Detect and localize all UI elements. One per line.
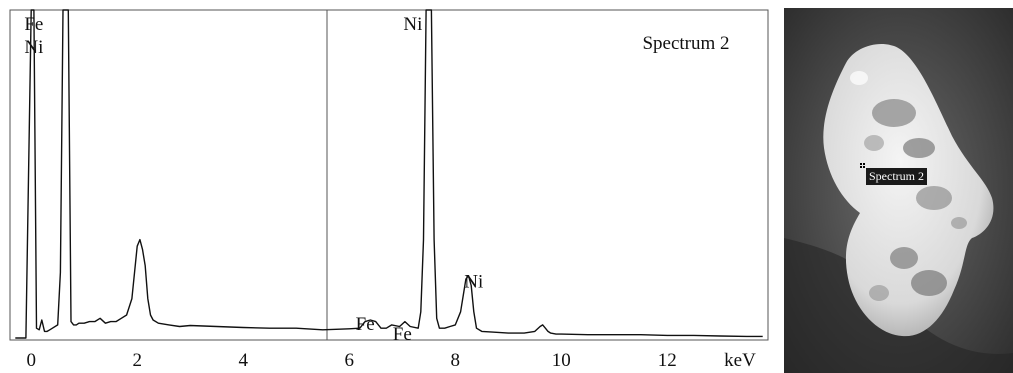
peak-label: Fe (24, 14, 43, 35)
x-tick-label: 12 (658, 350, 677, 371)
peak-label: Fe (393, 324, 412, 345)
x-tick-label: 6 (344, 350, 354, 371)
spectrum-line (15, 9, 763, 339)
x-axis-ticks: 0 2 4 6 8 10 12 (26, 350, 676, 371)
x-tick-label: 10 (552, 350, 571, 371)
peak-label: Ni (464, 271, 483, 292)
peak-label: Fe (356, 314, 375, 335)
x-tick-label: 2 (132, 350, 142, 371)
x-tick-label: 4 (238, 350, 248, 371)
x-tick-label: 0 (26, 350, 36, 371)
peak-label: Ni (24, 37, 43, 58)
sem-micrograph: Spectrum 2 (784, 8, 1013, 373)
spectrum-marker-icon (860, 163, 866, 169)
x-tick-label: 8 (451, 350, 461, 371)
particle (823, 43, 994, 337)
sem-spectrum-label: Spectrum 2 (866, 168, 927, 185)
plot-frame (9, 9, 769, 341)
sem-particle-image (784, 8, 1013, 373)
x-axis-unit-label: keV (724, 350, 756, 371)
spectrum-legend: Spectrum 2 (642, 33, 729, 54)
peak-label: Ni (403, 14, 422, 35)
